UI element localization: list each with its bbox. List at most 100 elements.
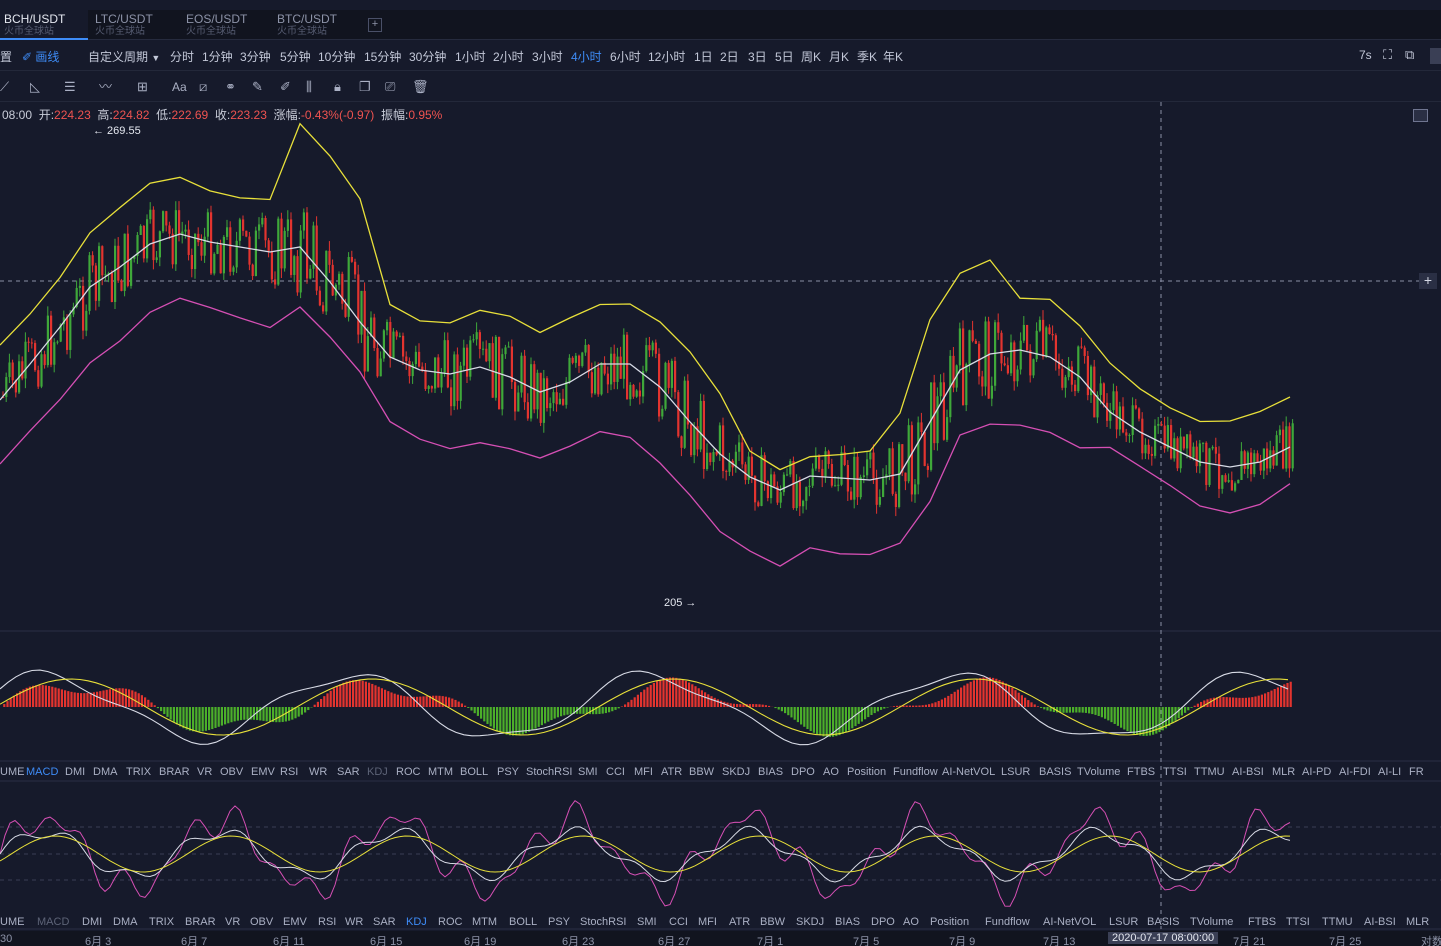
- indicator-ttmu[interactable]: TTMU: [1194, 766, 1225, 778]
- indicator-macd[interactable]: MACD: [26, 766, 59, 778]
- period-15-button[interactable]: 3日: [748, 50, 767, 64]
- indicator-ai-netvol[interactable]: AI-NetVOL: [1043, 916, 1097, 928]
- indicator-rsi[interactable]: RSI: [318, 916, 337, 928]
- period-8-button[interactable]: 2小时: [493, 50, 524, 64]
- indicator-cci[interactable]: CCI: [669, 916, 688, 928]
- indicator-mtm[interactable]: MTM: [472, 916, 498, 928]
- draw-button[interactable]: ✐ 画线: [22, 48, 59, 65]
- indicator-roc[interactable]: ROC: [396, 766, 421, 778]
- tab-eos-usdt[interactable]: EOS/USDT 火币全球站: [182, 10, 270, 40]
- indicator-wr[interactable]: WR: [309, 766, 328, 778]
- indicator-mlr[interactable]: MLR: [1272, 766, 1296, 778]
- indicator-ai-pd[interactable]: AI-PD: [1302, 766, 1332, 778]
- fullscreen-icon[interactable]: ⛶: [1383, 47, 1393, 62]
- indicator-ftbs[interactable]: FTBS: [1248, 916, 1277, 928]
- indicator-tvolume[interactable]: TVolume: [1190, 916, 1234, 928]
- period-17-button[interactable]: 周K: [801, 50, 822, 64]
- indicator-roc[interactable]: ROC: [438, 916, 463, 928]
- popout-icon[interactable]: ⧉: [1405, 47, 1415, 62]
- indicator-ai-netvol[interactable]: AI-NetVOL: [942, 766, 996, 778]
- line-icon[interactable]: ⟋: [0, 79, 10, 94]
- period-13-button[interactable]: 1日: [694, 50, 713, 64]
- indicator-ttsi[interactable]: TTSI: [1163, 766, 1187, 778]
- crosshair-add-button[interactable]: +: [1419, 273, 1437, 289]
- period-7-button[interactable]: 1小时: [455, 50, 486, 64]
- period-11-button[interactable]: 6小时: [610, 50, 641, 64]
- indicator-ttsi[interactable]: TTSI: [1286, 916, 1310, 928]
- indicator-dmi[interactable]: DMI: [65, 766, 86, 778]
- indicator-cci[interactable]: CCI: [606, 766, 625, 778]
- expand-icon[interactable]: [1413, 109, 1428, 122]
- indicator-wr[interactable]: WR: [345, 916, 364, 928]
- indicator-psy[interactable]: PSY: [548, 916, 571, 928]
- tab-btc-usdt[interactable]: BTC/USDT 火币全球站: [273, 10, 361, 40]
- indicator-dpo[interactable]: DPO: [791, 766, 815, 778]
- indicator-brar[interactable]: BRAR: [159, 766, 190, 778]
- indicator-skdj[interactable]: SKDJ: [722, 766, 751, 778]
- indicator-mfi[interactable]: MFI: [698, 916, 717, 928]
- tab-ltc-usdt[interactable]: LTC/USDT 火币全球站: [91, 10, 179, 40]
- indicator-ume[interactable]: UME: [0, 766, 25, 778]
- screenshot-icon[interactable]: ⎚: [385, 79, 396, 94]
- indicator-fundflow[interactable]: Fundflow: [985, 916, 1030, 928]
- indicator-mfi[interactable]: MFI: [634, 766, 653, 778]
- indicator-emv[interactable]: EMV: [283, 916, 307, 928]
- indicator-mlr[interactable]: MLR: [1406, 916, 1430, 928]
- indicator-ai-bsi[interactable]: AI-BSI: [1364, 916, 1396, 928]
- indicator-trix[interactable]: TRIX: [149, 916, 175, 928]
- tab-bch-usdt[interactable]: BCH/USDT 火币全球站: [0, 10, 88, 40]
- period-18-button[interactable]: 月K: [829, 50, 850, 64]
- indicator-bias[interactable]: BIAS: [758, 766, 784, 778]
- angle-icon[interactable]: ◺: [30, 79, 40, 94]
- indicator-position[interactable]: Position: [847, 766, 887, 778]
- indicator-tvolume[interactable]: TVolume: [1077, 766, 1121, 778]
- indicator-macd[interactable]: MACD: [37, 916, 70, 928]
- indicator-kdj[interactable]: KDJ: [406, 916, 427, 928]
- indicator-stochrsi[interactable]: StochRSI: [526, 766, 573, 778]
- indicator-atr[interactable]: ATR: [729, 916, 751, 928]
- indicator-vr[interactable]: VR: [225, 916, 241, 928]
- period-10-button[interactable]: 4小时: [571, 50, 602, 64]
- add-tab-button[interactable]: +: [368, 18, 382, 32]
- indicator-ai-fdi[interactable]: AI-FDI: [1339, 766, 1371, 778]
- magnet-icon[interactable]: ⧄: [199, 79, 208, 94]
- settings-button[interactable]: 置: [0, 50, 13, 64]
- indicator-basis[interactable]: BASIS: [1039, 766, 1072, 778]
- copy-icon[interactable]: ❐: [359, 79, 371, 94]
- brush-icon[interactable]: ✐: [280, 79, 291, 94]
- indicator-trix[interactable]: TRIX: [126, 766, 152, 778]
- indicator-fr[interactable]: FR: [1409, 766, 1424, 778]
- indicator-dmi[interactable]: DMI: [82, 916, 103, 928]
- period-6-button[interactable]: 30分钟: [409, 50, 447, 64]
- indicator-smi[interactable]: SMI: [637, 916, 657, 928]
- fib-icon[interactable]: ⫼: [306, 79, 312, 94]
- period-20-button[interactable]: 年K: [883, 50, 904, 64]
- indicator-stochrsi[interactable]: StochRSI: [580, 916, 627, 928]
- indicator-brar[interactable]: BRAR: [185, 916, 216, 928]
- period-4-button[interactable]: 10分钟: [318, 50, 356, 64]
- period-0-button[interactable]: 分时: [170, 50, 195, 64]
- indicator-ftbs[interactable]: FTBS: [1127, 766, 1156, 778]
- indicator-smi[interactable]: SMI: [578, 766, 598, 778]
- refresh-interval[interactable]: 7s: [1359, 48, 1372, 62]
- ruler-icon[interactable]: ✎: [252, 79, 263, 94]
- indicator-psy[interactable]: PSY: [497, 766, 520, 778]
- indicator-bbw[interactable]: BBW: [760, 916, 786, 928]
- trash-icon[interactable]: 🗑︎: [412, 79, 429, 94]
- period-19-button[interactable]: 季K: [857, 50, 878, 64]
- period-12-button[interactable]: 12小时: [648, 50, 686, 64]
- period-9-button[interactable]: 3小时: [532, 50, 563, 64]
- indicator-boll[interactable]: BOLL: [460, 766, 489, 778]
- grid-icon[interactable]: ⊞: [137, 79, 148, 94]
- indicator-ao[interactable]: AO: [823, 766, 839, 778]
- indicator-rsi[interactable]: RSI: [280, 766, 299, 778]
- indicator-boll[interactable]: BOLL: [509, 916, 538, 928]
- indicator-vr[interactable]: VR: [197, 766, 213, 778]
- indicator-position[interactable]: Position: [930, 916, 970, 928]
- indicator-bbw[interactable]: BBW: [689, 766, 715, 778]
- indicator-mtm[interactable]: MTM: [428, 766, 454, 778]
- indicator-dma[interactable]: DMA: [93, 766, 118, 778]
- indicator-ume[interactable]: UME: [0, 916, 25, 928]
- indicator-lsur[interactable]: LSUR: [1109, 916, 1139, 928]
- horizontal-lines-icon[interactable]: ☰: [64, 79, 76, 94]
